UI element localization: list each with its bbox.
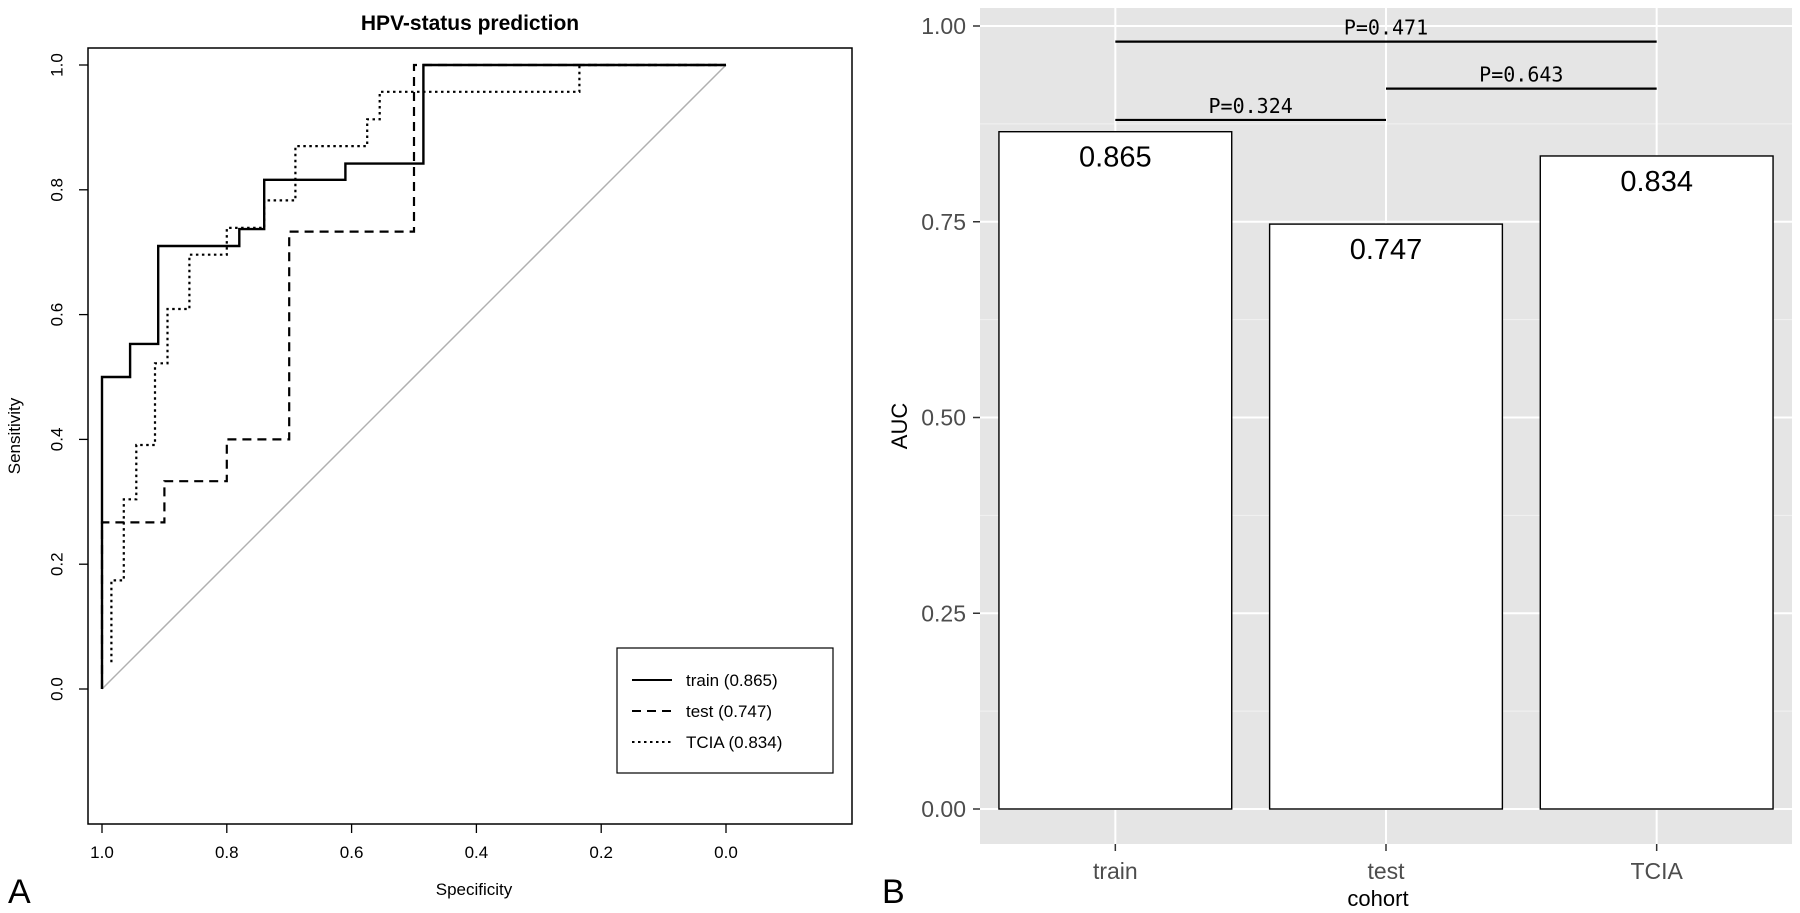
significance-p-value: P=0.324: [1209, 94, 1293, 118]
auc-y-tick-label: 0.25: [921, 600, 966, 626]
auc-x-axis: train test TCIA: [1093, 844, 1684, 884]
significance-p-value: P=0.643: [1479, 63, 1563, 87]
roc-y-tick-label: 1.0: [47, 53, 66, 77]
auc-x-tick-label: TCIA: [1630, 858, 1683, 884]
auc-y-label: AUC: [887, 403, 912, 450]
roc-y-label: Sensitivity: [5, 397, 24, 474]
roc-plot-frame: [87, 47, 853, 825]
roc-x-tick-label: 1.0: [90, 843, 114, 862]
roc-legend-label: TCIA (0.834): [686, 733, 782, 752]
roc-x-tick-label: 0.8: [215, 843, 239, 862]
roc-y-tick-label: 0.0: [47, 677, 66, 701]
auc-y-tick-label: 0.50: [921, 405, 966, 431]
roc-y-tick-label: 0.4: [47, 428, 66, 452]
roc-curve-0: [100, 63, 726, 689]
roc-y-axis: 0.0 0.2 0.4 0.6 0.8 1.0: [47, 53, 88, 701]
auc-bar-value-label: 0.747: [1350, 234, 1423, 266]
auc-y-tick-label: 0.75: [921, 209, 966, 235]
auc-bar-value-label: 0.865: [1079, 142, 1152, 174]
auc-x-tick-label: train: [1093, 858, 1138, 884]
panel-label-a: A: [8, 873, 31, 911]
auc-bar-panel: 0.865 0.747 0.834 P=0.324 P=0.643 P=0.471 0.…: [882, 8, 1792, 911]
roc-x-tick-label: 0.2: [589, 843, 613, 862]
roc-x-axis: 1.0 0.8 0.6 0.4 0.2 0.0: [90, 824, 738, 862]
auc-bar-TCIA: [1539, 155, 1774, 810]
roc-curves: [100, 63, 726, 689]
roc-x-tick-label: 0.4: [465, 843, 489, 862]
roc-curve-2: [110, 63, 726, 663]
roc-panel: HPV-status prediction 1.0 0.8 0.6 0.4 0.2 0.0…: [5, 12, 853, 911]
auc-y-axis: 0.00 0.25 0.50 0.75 1.00: [921, 13, 980, 822]
roc-x-tick-label: 0.0: [714, 843, 738, 862]
auc-y-tick-label: 1.00: [921, 13, 966, 39]
auc-bars: 0.865 0.747 0.834: [998, 131, 1774, 810]
auc-bar-train: [998, 131, 1233, 810]
auc-significance-brackets: P=0.324 P=0.643 P=0.471: [1115, 16, 1657, 122]
roc-reference-diagonal: [101, 64, 727, 690]
roc-legend-label: train (0.865): [686, 671, 778, 690]
significance-p-value: P=0.471: [1344, 16, 1428, 40]
roc-legend: train (0.865) test (0.747) TCIA (0.834): [616, 647, 834, 774]
auc-x-tick-label: test: [1367, 858, 1405, 884]
auc-y-tick-label: 0.00: [921, 796, 966, 822]
roc-y-tick-label: 0.2: [47, 552, 66, 576]
roc-y-tick-label: 0.8: [47, 178, 66, 202]
roc-x-label: Specificity: [436, 880, 513, 899]
panel-label-b: B: [882, 873, 905, 911]
roc-title: HPV-status prediction: [361, 12, 579, 35]
auc-bar-value-label: 0.834: [1620, 166, 1693, 198]
roc-y-tick-label: 0.6: [47, 303, 66, 327]
auc-bar-test: [1268, 223, 1504, 810]
roc-x-tick-label: 0.6: [340, 843, 364, 862]
auc-x-label: cohort: [1347, 886, 1408, 911]
roc-legend-label: test (0.747): [686, 702, 772, 721]
